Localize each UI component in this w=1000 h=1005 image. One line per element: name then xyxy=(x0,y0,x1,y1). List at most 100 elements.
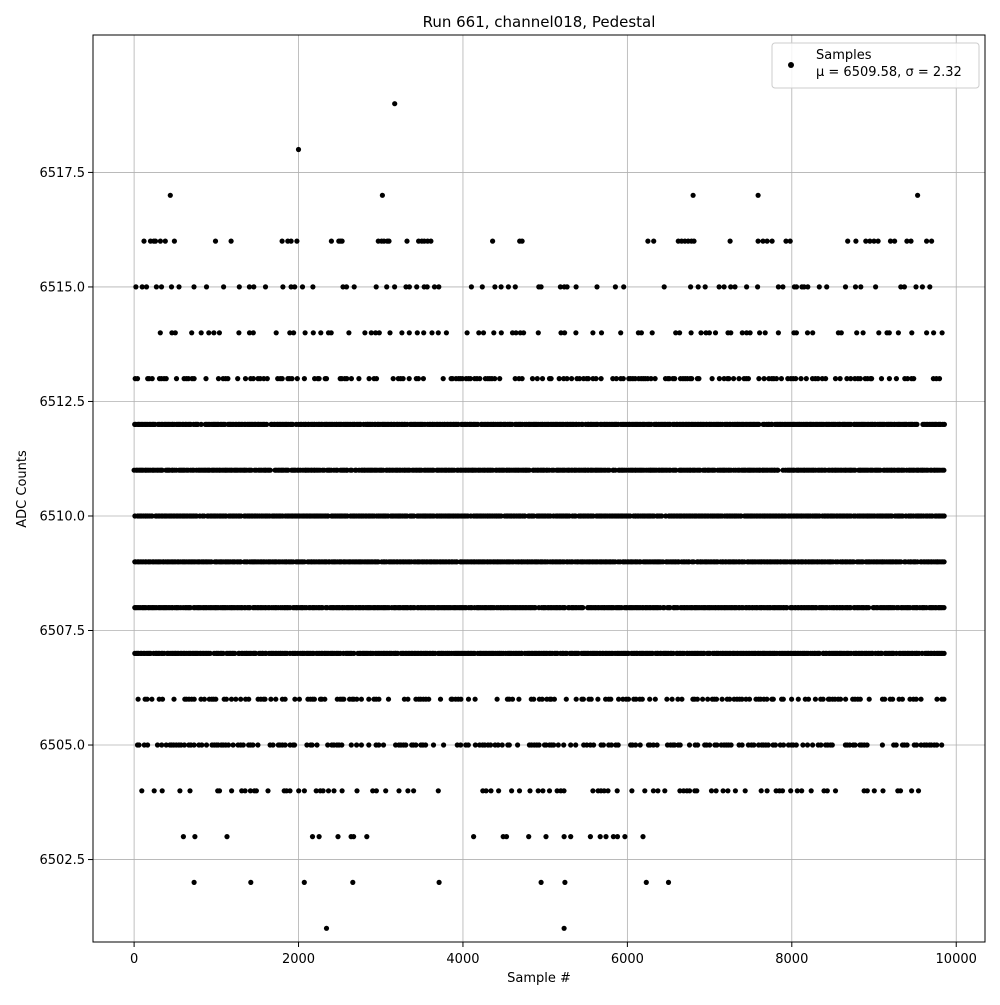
data-point xyxy=(538,879,544,886)
data-point xyxy=(341,696,347,702)
data-point xyxy=(804,742,811,748)
data-point xyxy=(464,330,470,336)
data-point xyxy=(688,330,694,336)
data-point xyxy=(793,284,800,290)
data-point xyxy=(852,742,858,748)
data-point xyxy=(779,788,786,794)
data-point xyxy=(673,467,679,473)
data-point xyxy=(426,696,432,702)
data-point xyxy=(203,376,209,382)
data-point xyxy=(563,696,569,702)
data-point xyxy=(366,742,372,748)
data-point xyxy=(714,742,720,748)
data-point xyxy=(479,284,485,290)
data-point xyxy=(225,376,231,382)
data-point xyxy=(152,238,159,244)
data-point xyxy=(675,696,681,702)
data-point xyxy=(238,559,244,565)
data-point xyxy=(503,834,510,840)
data-point xyxy=(608,742,615,748)
data-point xyxy=(863,238,869,244)
data-point xyxy=(320,788,326,794)
data-point xyxy=(765,742,771,748)
data-point xyxy=(595,696,601,702)
data-point xyxy=(529,376,536,382)
data-point xyxy=(679,696,685,702)
data-point xyxy=(411,788,417,794)
data-point xyxy=(534,376,540,382)
data-point xyxy=(294,238,300,244)
data-point xyxy=(435,788,441,794)
data-point xyxy=(761,376,767,382)
data-point xyxy=(216,330,222,336)
data-point xyxy=(301,376,307,382)
data-point xyxy=(472,742,478,748)
data-point xyxy=(145,742,151,748)
data-point xyxy=(941,421,948,427)
data-point xyxy=(331,788,337,794)
data-point xyxy=(157,238,163,244)
data-point xyxy=(639,696,645,702)
data-point xyxy=(561,742,567,748)
data-point xyxy=(492,284,498,290)
data-point xyxy=(772,742,779,748)
data-point xyxy=(242,376,249,382)
data-point xyxy=(610,834,617,840)
data-point xyxy=(727,238,733,244)
data-point xyxy=(727,696,733,702)
legend-series-name: Samples xyxy=(816,48,872,63)
data-point xyxy=(709,376,715,382)
data-point xyxy=(436,879,442,886)
data-point xyxy=(379,192,385,198)
data-point xyxy=(499,742,505,748)
data-point xyxy=(728,330,734,336)
data-point xyxy=(561,834,567,840)
data-point xyxy=(191,696,197,702)
data-point xyxy=(316,834,322,840)
data-point xyxy=(216,788,223,794)
data-point xyxy=(758,788,764,794)
data-point xyxy=(939,742,945,748)
data-point xyxy=(229,788,235,794)
data-point xyxy=(262,284,269,290)
data-point xyxy=(171,696,177,702)
data-point xyxy=(564,284,570,290)
data-point xyxy=(650,788,657,794)
x-tick-label: 4000 xyxy=(446,952,479,967)
data-point xyxy=(633,742,639,748)
data-point xyxy=(291,742,298,748)
data-point xyxy=(677,788,683,794)
data-point xyxy=(414,330,420,336)
data-point xyxy=(167,192,173,198)
data-point xyxy=(705,696,711,702)
data-point xyxy=(406,376,412,382)
data-point xyxy=(691,238,697,244)
data-point xyxy=(313,788,319,794)
data-point xyxy=(224,834,230,840)
data-point xyxy=(228,238,234,244)
data-point xyxy=(414,284,420,290)
data-point xyxy=(866,696,872,702)
data-point xyxy=(568,742,574,748)
data-point xyxy=(853,238,859,244)
data-point xyxy=(480,330,487,336)
data-point xyxy=(708,788,715,794)
data-point xyxy=(739,742,745,748)
data-point xyxy=(739,330,745,336)
data-point xyxy=(879,742,886,748)
data-point xyxy=(757,330,763,336)
data-point xyxy=(246,696,252,702)
data-point xyxy=(837,696,844,702)
data-point xyxy=(458,696,464,702)
data-point xyxy=(376,696,382,702)
data-point xyxy=(235,376,241,382)
data-point xyxy=(400,376,406,382)
data-point xyxy=(706,330,713,336)
data-point xyxy=(295,146,302,153)
data-point xyxy=(919,284,926,290)
data-point xyxy=(608,696,614,702)
data-point xyxy=(309,834,316,840)
data-point xyxy=(247,788,253,794)
data-point xyxy=(901,284,908,290)
data-point xyxy=(605,788,611,794)
